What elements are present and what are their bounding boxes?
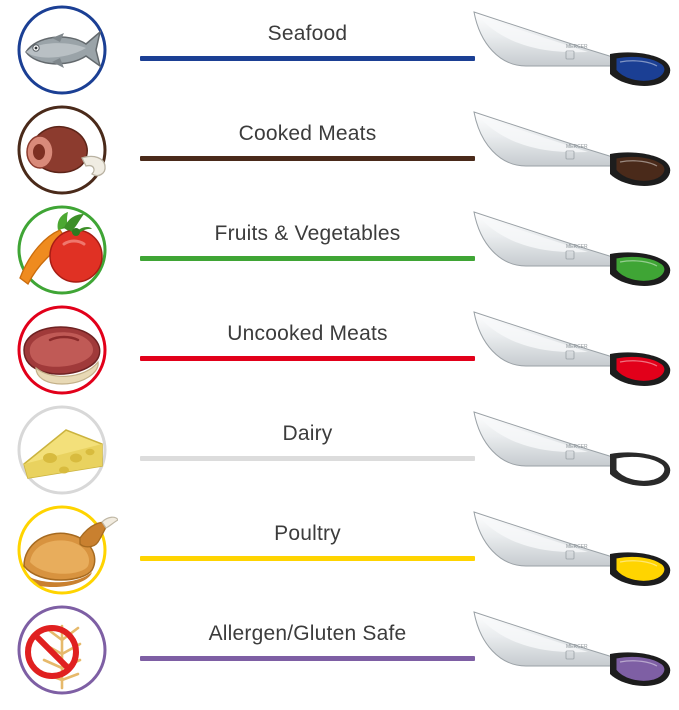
- chef-knife-red: MERCER: [470, 300, 675, 400]
- chart-row: Poultry MERCER: [0, 500, 679, 600]
- svg-text:MERCER: MERCER: [566, 544, 588, 550]
- chef-knife-purple: MERCER: [470, 600, 675, 700]
- chart-row: Fruits & Vegetables MERCER: [0, 200, 679, 300]
- category-cell: Cooked Meats: [140, 100, 475, 200]
- category-cell: Allergen/Gluten Safe: [140, 600, 475, 700]
- category-label: Seafood: [267, 22, 348, 45]
- svg-text:MERCER: MERCER: [566, 144, 588, 150]
- category-cell: Poultry: [140, 500, 475, 600]
- chart-row: Seafood MERCER: [0, 0, 679, 100]
- category-label: Uncooked Meats: [227, 322, 388, 345]
- fish-icon: [6, 0, 118, 100]
- category-color-rule: [140, 456, 475, 461]
- category-color-rule: [140, 656, 475, 661]
- cheese-icon: [6, 400, 118, 500]
- svg-text:MERCER: MERCER: [566, 644, 588, 650]
- category-cell: Uncooked Meats: [140, 300, 475, 400]
- category-label: Allergen/Gluten Safe: [208, 622, 407, 645]
- chef-knife-green: MERCER: [470, 200, 675, 300]
- chart-row: Dairy MERCER: [0, 400, 679, 500]
- category-color-rule: [140, 556, 475, 561]
- carrot-tomato-icon: [6, 200, 118, 300]
- chart-row: Uncooked Meats MERCER: [0, 300, 679, 400]
- category-color-rule: [140, 156, 475, 161]
- category-label: Dairy: [282, 422, 333, 445]
- category-label: Fruits & Vegetables: [214, 222, 401, 245]
- roast-chicken-icon: [6, 500, 118, 600]
- category-cell: Seafood: [140, 0, 475, 100]
- raw-steak-icon: [6, 300, 118, 400]
- chart-row: Allergen/Gluten Safe MERCER: [0, 600, 679, 700]
- category-color-rule: [140, 356, 475, 361]
- category-cell: Fruits & Vegetables: [140, 200, 475, 300]
- chef-knife-brown: MERCER: [470, 100, 675, 200]
- category-cell: Dairy: [140, 400, 475, 500]
- svg-text:MERCER: MERCER: [566, 244, 588, 250]
- svg-text:MERCER: MERCER: [566, 344, 588, 350]
- chef-knife-white: MERCER: [470, 400, 675, 500]
- category-label: Poultry: [274, 522, 341, 545]
- category-color-rule: [140, 256, 475, 261]
- chef-knife-yellow: MERCER: [470, 500, 675, 600]
- svg-text:MERCER: MERCER: [566, 44, 588, 50]
- chart-row: Cooked Meats MERCER: [0, 100, 679, 200]
- category-label: Cooked Meats: [238, 122, 377, 145]
- category-color-rule: [140, 56, 475, 61]
- svg-text:MERCER: MERCER: [566, 444, 588, 450]
- no-gluten-icon: [6, 600, 118, 700]
- chef-knife-blue: MERCER: [470, 0, 675, 100]
- ham-icon: [6, 100, 118, 200]
